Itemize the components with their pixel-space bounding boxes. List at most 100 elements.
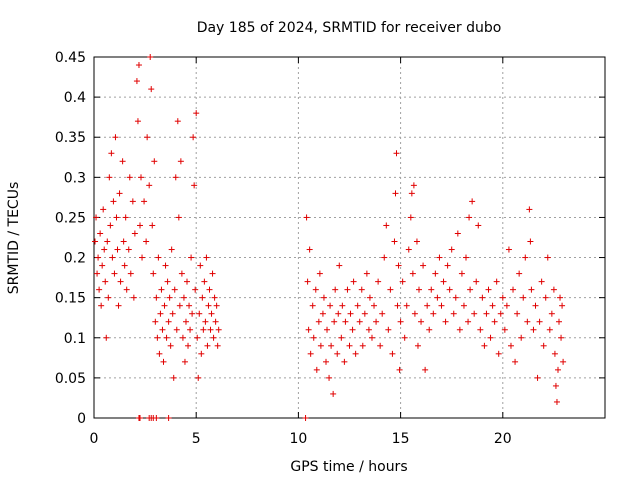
data-point [366, 294, 373, 301]
data-point [356, 318, 363, 325]
data-point [475, 222, 482, 229]
data-point [123, 286, 130, 293]
data-point [135, 62, 142, 69]
data-point [206, 286, 213, 293]
data-point [154, 334, 161, 341]
data-point [196, 310, 203, 317]
data-point [116, 190, 123, 197]
data-point [190, 134, 197, 141]
data-point [109, 254, 116, 261]
data-point [358, 286, 365, 293]
y-tick-label: 0.25 [55, 210, 86, 226]
data-point [375, 278, 382, 285]
data-point [422, 366, 429, 373]
data-point [136, 415, 143, 421]
data-point [557, 294, 564, 301]
data-point [144, 134, 151, 141]
data-point [442, 318, 449, 325]
data-point [96, 286, 103, 293]
y-tick-label: 0.4 [64, 90, 86, 106]
data-point [548, 310, 555, 317]
data-point [395, 262, 402, 269]
data-point [204, 342, 211, 349]
data-point [493, 278, 500, 285]
data-point [151, 158, 158, 165]
data-point [371, 302, 378, 309]
data-point [317, 342, 324, 349]
data-point [553, 398, 560, 405]
data-point [349, 326, 356, 333]
data-point [207, 326, 214, 333]
data-point [303, 214, 310, 221]
data-point [326, 374, 333, 381]
data-point [477, 326, 484, 333]
data-point [532, 302, 539, 309]
data-point [307, 350, 314, 357]
data-point [436, 254, 443, 261]
data-point [184, 278, 191, 285]
data-point [153, 415, 160, 421]
data-point [176, 302, 183, 309]
data-point [554, 366, 561, 373]
data-point [187, 326, 194, 333]
x-tick-label: 10 [289, 431, 307, 447]
data-point [552, 382, 559, 389]
data-point [520, 294, 527, 301]
data-point [138, 174, 145, 181]
data-point [538, 278, 545, 285]
data-point [92, 238, 99, 245]
data-point [527, 238, 534, 245]
data-point [189, 310, 196, 317]
data-point [338, 334, 345, 341]
data-point [526, 206, 533, 213]
data-point [467, 286, 474, 293]
data-point [560, 358, 567, 365]
data-point [483, 310, 490, 317]
data-point [336, 262, 343, 269]
data-point [393, 150, 400, 157]
data-point [524, 318, 531, 325]
data-point [536, 318, 543, 325]
data-point [409, 270, 416, 277]
data-point [122, 214, 129, 221]
data-point [113, 214, 120, 221]
data-point [534, 374, 541, 381]
data-point [136, 222, 143, 229]
data-point [446, 286, 453, 293]
data-point [312, 286, 319, 293]
data-point [530, 326, 537, 333]
data-point [316, 270, 323, 277]
data-point [177, 158, 184, 165]
data-point [93, 214, 100, 221]
data-point [440, 278, 447, 285]
data-point [103, 334, 110, 341]
data-point [332, 286, 339, 293]
data-point [310, 334, 317, 341]
data-point [328, 342, 335, 349]
data-point [373, 318, 380, 325]
data-point [152, 318, 159, 325]
data-point [414, 342, 421, 349]
data-point [430, 310, 437, 317]
data-point [354, 302, 361, 309]
data-point [201, 278, 208, 285]
y-tick-label: 0.05 [55, 371, 86, 387]
data-point [452, 294, 459, 301]
data-point [191, 182, 198, 189]
data-point [397, 318, 404, 325]
data-point [171, 286, 178, 293]
data-point [546, 326, 553, 333]
data-point [165, 318, 172, 325]
x-tick-label: 15 [392, 431, 410, 447]
data-point [121, 262, 128, 269]
grid [94, 57, 605, 418]
data-point [405, 246, 412, 253]
data-point [134, 118, 141, 125]
data-point [210, 334, 217, 341]
data-point [149, 222, 156, 229]
data-point [305, 326, 312, 333]
data-point [203, 254, 210, 261]
data-point [507, 342, 514, 349]
